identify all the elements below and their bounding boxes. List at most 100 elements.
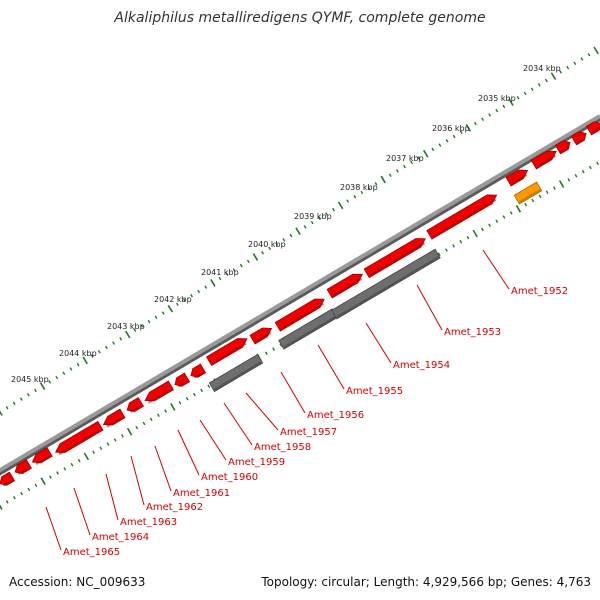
scale-tick <box>48 475 52 479</box>
gene-label[interactable]: Amet_1955 <box>346 386 403 397</box>
scale-tick <box>112 341 115 345</box>
scale-tick <box>588 165 592 170</box>
gene-label[interactable]: Amet_1960 <box>201 472 258 483</box>
scale-tick <box>559 70 563 74</box>
scale-tick <box>574 173 578 178</box>
scale-tick <box>55 375 59 380</box>
gene-label[interactable]: Amet_1957 <box>280 427 337 438</box>
feature-arrow <box>249 327 273 345</box>
gene-labels: Amet_1952 Amet_1953 Amet_1954 Amet_1955 Amet… <box>63 286 568 558</box>
scale-tick-label: 2038 kbp <box>340 183 378 192</box>
label-leaders <box>45 249 510 551</box>
feature-box <box>208 353 264 393</box>
scale-tick-label: 2037 kbp <box>386 154 424 163</box>
label-leader-line <box>482 249 510 290</box>
gene-label[interactable]: Amet_1953 <box>444 327 501 338</box>
scale-tick-label: 2036 kbp <box>432 124 470 133</box>
scale-tick <box>197 289 201 294</box>
scale-tick <box>149 417 153 422</box>
scale-tick <box>523 91 527 96</box>
label-leader-line <box>177 429 200 476</box>
scale-tick <box>26 393 30 397</box>
scale-tick <box>545 190 549 194</box>
scale-tick <box>544 78 548 83</box>
scale-tick <box>140 324 144 328</box>
scale-tick <box>12 496 16 500</box>
scale-tick <box>192 392 196 397</box>
scale-tick <box>516 96 520 100</box>
scale-tick <box>19 397 23 401</box>
scale-tick <box>27 487 31 492</box>
scale-tick <box>472 229 478 238</box>
label-leader-line <box>317 344 345 390</box>
scale-tick <box>34 483 38 488</box>
scale-tick <box>417 156 421 160</box>
scale-tick <box>438 143 442 147</box>
feature-arrow <box>530 150 557 170</box>
scale-tick <box>459 130 463 134</box>
scale-tick <box>580 57 584 61</box>
scale-tick <box>252 253 259 261</box>
scale-tick <box>207 384 211 389</box>
scale-tick <box>282 238 286 242</box>
scale-tick <box>5 405 9 410</box>
scale-tick <box>92 450 96 455</box>
gene-label[interactable]: Amet_1959 <box>228 457 285 468</box>
scale-tick-label: 2041 kbp <box>201 268 239 277</box>
feature-box <box>331 248 441 320</box>
feature-arrow <box>174 372 191 388</box>
scale-tick <box>62 371 66 375</box>
scale-tick <box>170 403 176 411</box>
label-leader-line <box>365 322 392 364</box>
scale-tick <box>337 201 344 210</box>
feature-arrow <box>102 408 126 428</box>
scale-tick <box>48 380 52 384</box>
accession-text: Accession: NC_009633 <box>9 575 146 589</box>
scale-tick-labels: 2034 kbp 2035 kbp 2036 kbp 2037 kbp 2038 kbp… <box>11 64 561 384</box>
gene-label[interactable]: Amet_1964 <box>92 532 149 543</box>
scale-tick <box>558 180 565 188</box>
label-leader-line <box>223 402 253 446</box>
feature-arrow <box>363 238 426 279</box>
scale-tick <box>77 458 81 463</box>
scale-tick <box>0 410 3 416</box>
scale-tick <box>480 227 484 232</box>
scale-tick-label: 2039 kbp <box>294 212 332 221</box>
gene-label[interactable]: Amet_1963 <box>120 517 177 528</box>
scale-tick <box>70 462 74 467</box>
gene-label[interactable]: Amet_1965 <box>63 547 120 558</box>
scale-tick <box>552 186 556 190</box>
feature-box <box>513 181 543 205</box>
scale-tick <box>437 252 441 256</box>
scale-tick <box>403 164 406 169</box>
scale-tick <box>452 244 456 248</box>
scale-tick <box>431 147 435 152</box>
scale-tick <box>388 173 392 177</box>
scale-tick <box>135 425 139 430</box>
gene-label[interactable]: Amet_1961 <box>173 488 230 499</box>
label-leader-line <box>105 473 119 521</box>
feature-arrow <box>190 363 207 379</box>
scale-tick <box>239 263 243 268</box>
label-leader-line <box>45 506 62 551</box>
scale-tick <box>466 235 470 240</box>
scale-tick <box>39 382 46 391</box>
feature-arrow <box>144 380 175 404</box>
scale-tick <box>82 356 88 365</box>
scale-tick <box>495 108 499 113</box>
scale-tick <box>537 83 541 87</box>
scale-tick <box>106 442 110 446</box>
scale-tick <box>126 427 133 436</box>
gene-label[interactable]: Amet_1952 <box>511 286 568 297</box>
scale-tick <box>481 117 484 121</box>
feature-arrow <box>0 471 16 487</box>
scale-tick <box>261 250 264 255</box>
gene-label[interactable]: Amet_1958 <box>254 442 311 453</box>
scale-tick <box>246 259 250 264</box>
gene-label[interactable]: Amet_1954 <box>393 360 450 371</box>
scale-tick <box>502 104 506 109</box>
gene-label[interactable]: Amet_1962 <box>146 502 203 513</box>
scale-tick <box>204 285 208 289</box>
label-leader-line <box>130 455 145 506</box>
gene-label[interactable]: Amet_1956 <box>307 410 364 421</box>
